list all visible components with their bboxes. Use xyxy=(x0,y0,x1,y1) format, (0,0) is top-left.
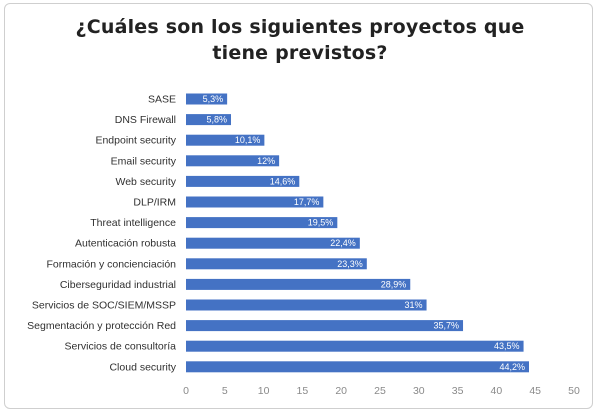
value-label-ciberseguridad-industrial: 28,9% xyxy=(381,279,407,289)
value-label-servicios-de-consultoria: 43,5% xyxy=(494,341,520,351)
value-label-sase: 5,3% xyxy=(203,94,224,104)
category-label-sase: SASE xyxy=(148,94,176,106)
category-label-dlp-irm: DLP/IRM xyxy=(133,197,176,209)
bar-sase xyxy=(186,93,228,105)
value-label-web-security: 14,6% xyxy=(270,176,296,186)
chart-title: ¿Cuáles son los siguientes proyectos que… xyxy=(0,14,600,66)
chart-title-line-2: tiene previstos? xyxy=(212,42,388,64)
value-labels: 5,3% 5,8% 10,1% 12% 14,6% 17,7% 19,5% 22,4% 23,3… xyxy=(203,94,525,372)
bar-dns-firewall xyxy=(186,114,232,126)
bar-endpoint-security xyxy=(186,134,265,146)
x-axis-ticks: 0 5 10 15 20 25 30 35 40 45 50 xyxy=(183,385,580,397)
category-label-formacion-y-concienciacion: Formación y concienciación xyxy=(46,258,176,270)
category-label-email-security: Email security xyxy=(111,155,177,167)
value-label-dns-firewall: 5,8% xyxy=(206,115,227,125)
category-label-dns-firewall: DNS Firewall xyxy=(115,114,176,126)
value-label-dlp-irm: 17,7% xyxy=(294,197,320,207)
category-label-ciberseguridad-industrial: Ciberseguridad industrial xyxy=(60,279,176,291)
bars-group xyxy=(186,93,529,373)
bar-ciberseguridad-industrial xyxy=(186,278,411,290)
x-tick-label-15: 15 xyxy=(297,385,309,397)
value-label-threat-intelligence: 19,5% xyxy=(308,218,334,228)
category-label-autenticacion-robusta: Autenticación robusta xyxy=(75,238,176,250)
bar-dlp-irm xyxy=(186,196,324,208)
value-label-autenticacion-robusta: 22,4% xyxy=(330,238,356,248)
value-label-segmentacion-y-proteccion-red: 35,7% xyxy=(434,321,460,331)
x-tick-label-25: 25 xyxy=(374,385,386,397)
bar-email-security xyxy=(186,155,280,167)
x-tick-label-50: 50 xyxy=(568,385,580,397)
bar-autenticacion-robusta xyxy=(186,237,360,249)
value-label-formacion-y-concienciacion: 23,3% xyxy=(337,259,363,269)
category-label-segmentacion-y-proteccion-red: Segmentación y protección Red xyxy=(27,320,176,332)
x-tick-label-35: 35 xyxy=(452,385,464,397)
value-label-endpoint-security: 10,1% xyxy=(235,135,261,145)
category-label-threat-intelligence: Threat intelligence xyxy=(90,217,176,229)
category-label-servicios-de-consultoria: Servicios de consultoría xyxy=(65,341,177,353)
x-tick-label-0: 0 xyxy=(183,385,189,397)
category-label-endpoint-security: Endpoint security xyxy=(95,135,176,147)
x-tick-label-45: 45 xyxy=(529,385,541,397)
x-tick-label-20: 20 xyxy=(335,385,347,397)
bar-servicios-de-consultoria xyxy=(186,340,524,352)
bar-web-security xyxy=(186,175,300,187)
category-label-cloud-security: Cloud security xyxy=(109,361,176,373)
value-label-cloud-security: 44,2% xyxy=(499,362,525,372)
category-label-web-security: Web security xyxy=(116,176,177,188)
x-tick-label-5: 5 xyxy=(222,385,228,397)
chart-title-line-1: ¿Cuáles son los siguientes proyectos que xyxy=(75,16,525,38)
bar-threat-intelligence xyxy=(186,217,338,229)
x-tick-label-10: 10 xyxy=(258,385,270,397)
category-label-servicios-de-soc-siem-mssp: Servicios de SOC/SIEM/MSSP xyxy=(32,300,176,312)
x-tick-label-40: 40 xyxy=(491,385,503,397)
value-label-servicios-de-soc-siem-mssp: 31% xyxy=(405,300,423,310)
bar-servicios-de-soc-siem-mssp xyxy=(186,299,427,311)
bar-formacion-y-concienciacion xyxy=(186,258,367,270)
value-label-email-security: 12% xyxy=(257,156,275,166)
category-labels: SASE DNS Firewall Endpoint security Email s… xyxy=(27,94,177,374)
x-tick-label-30: 30 xyxy=(413,385,425,397)
bar-cloud-security xyxy=(186,361,529,373)
bar-segmentacion-y-proteccion-red xyxy=(186,320,464,332)
